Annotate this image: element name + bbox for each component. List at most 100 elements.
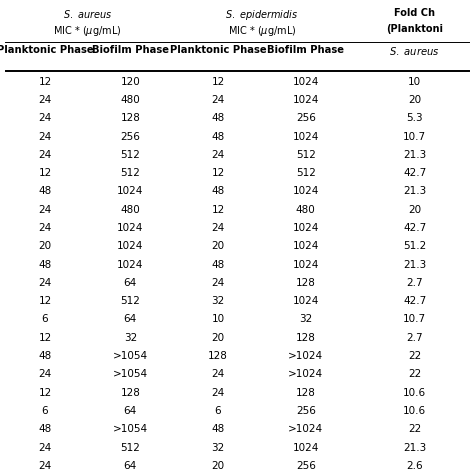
Text: 128: 128 bbox=[296, 388, 316, 398]
Text: 24: 24 bbox=[38, 223, 52, 233]
Text: 48: 48 bbox=[211, 186, 225, 196]
Text: 32: 32 bbox=[299, 314, 312, 325]
Text: 120: 120 bbox=[120, 77, 140, 87]
Text: Biofilm Phase: Biofilm Phase bbox=[92, 45, 169, 55]
Text: 20: 20 bbox=[408, 205, 421, 215]
Text: 21.3: 21.3 bbox=[403, 443, 427, 453]
Text: 12: 12 bbox=[211, 205, 225, 215]
Text: 1024: 1024 bbox=[117, 223, 144, 233]
Text: 1024: 1024 bbox=[117, 260, 144, 270]
Text: Planktonic Phase: Planktonic Phase bbox=[0, 45, 93, 55]
Text: 1024: 1024 bbox=[292, 186, 319, 196]
Text: 10.6: 10.6 bbox=[403, 388, 426, 398]
Text: 128: 128 bbox=[296, 333, 316, 343]
Text: 22: 22 bbox=[408, 351, 421, 361]
Text: 512: 512 bbox=[120, 168, 140, 178]
Text: 12: 12 bbox=[211, 168, 225, 178]
Text: 42.7: 42.7 bbox=[403, 168, 427, 178]
Text: >1024: >1024 bbox=[288, 424, 323, 434]
Text: 20: 20 bbox=[211, 333, 225, 343]
Text: 24: 24 bbox=[211, 150, 225, 160]
Text: 24: 24 bbox=[38, 205, 52, 215]
Text: 1024: 1024 bbox=[292, 443, 319, 453]
Text: 1024: 1024 bbox=[292, 241, 319, 251]
Text: (Planktoni: (Planktoni bbox=[386, 24, 443, 34]
Text: 51.2: 51.2 bbox=[403, 241, 427, 251]
Text: 48: 48 bbox=[38, 351, 52, 361]
Text: 48: 48 bbox=[211, 260, 225, 270]
Text: 42.7: 42.7 bbox=[403, 223, 427, 233]
Text: 24: 24 bbox=[211, 223, 225, 233]
Text: 1024: 1024 bbox=[292, 132, 319, 142]
Text: >1024: >1024 bbox=[288, 369, 323, 379]
Text: 6: 6 bbox=[42, 406, 48, 416]
Text: 22: 22 bbox=[408, 369, 421, 379]
Text: 480: 480 bbox=[120, 95, 140, 105]
Text: 256: 256 bbox=[296, 461, 316, 471]
Text: 24: 24 bbox=[211, 388, 225, 398]
Text: Biofilm Phase: Biofilm Phase bbox=[267, 45, 344, 55]
Text: 21.3: 21.3 bbox=[403, 150, 427, 160]
Text: 21.3: 21.3 bbox=[403, 260, 427, 270]
Text: 20: 20 bbox=[38, 241, 52, 251]
Text: 48: 48 bbox=[211, 424, 225, 434]
Text: 1024: 1024 bbox=[292, 95, 319, 105]
Text: 512: 512 bbox=[120, 150, 140, 160]
Text: 64: 64 bbox=[124, 314, 137, 325]
Text: MIC * ($\mu$g/mL): MIC * ($\mu$g/mL) bbox=[228, 24, 296, 38]
Text: 128: 128 bbox=[120, 388, 140, 398]
Text: 6: 6 bbox=[215, 406, 221, 416]
Text: 21.3: 21.3 bbox=[403, 186, 427, 196]
Text: 24: 24 bbox=[38, 461, 52, 471]
Text: 256: 256 bbox=[296, 113, 316, 123]
Text: 48: 48 bbox=[38, 424, 52, 434]
Text: 24: 24 bbox=[38, 278, 52, 288]
Text: 1024: 1024 bbox=[292, 77, 319, 87]
Text: 12: 12 bbox=[211, 77, 225, 87]
Text: 2.7: 2.7 bbox=[406, 333, 423, 343]
Text: >1054: >1054 bbox=[113, 424, 148, 434]
Text: 10: 10 bbox=[211, 314, 225, 325]
Text: 24: 24 bbox=[38, 95, 52, 105]
Text: 512: 512 bbox=[296, 150, 316, 160]
Text: 256: 256 bbox=[296, 406, 316, 416]
Text: Fold Ch: Fold Ch bbox=[394, 8, 435, 18]
Text: 20: 20 bbox=[211, 241, 225, 251]
Text: 24: 24 bbox=[211, 369, 225, 379]
Text: 1024: 1024 bbox=[117, 241, 144, 251]
Text: 32: 32 bbox=[124, 333, 137, 343]
Text: 10.7: 10.7 bbox=[403, 314, 426, 325]
Text: 24: 24 bbox=[38, 150, 52, 160]
Text: 1024: 1024 bbox=[292, 260, 319, 270]
Text: 2.6: 2.6 bbox=[406, 461, 423, 471]
Text: 42.7: 42.7 bbox=[403, 296, 427, 306]
Text: 24: 24 bbox=[211, 278, 225, 288]
Text: 64: 64 bbox=[124, 406, 137, 416]
Text: 128: 128 bbox=[296, 278, 316, 288]
Text: 20: 20 bbox=[408, 95, 421, 105]
Text: 64: 64 bbox=[124, 461, 137, 471]
Text: 512: 512 bbox=[120, 296, 140, 306]
Text: 12: 12 bbox=[38, 77, 52, 87]
Text: 24: 24 bbox=[38, 443, 52, 453]
Text: 32: 32 bbox=[211, 443, 225, 453]
Text: 12: 12 bbox=[38, 388, 52, 398]
Text: 10.6: 10.6 bbox=[403, 406, 426, 416]
Text: 24: 24 bbox=[38, 113, 52, 123]
Text: 64: 64 bbox=[124, 278, 137, 288]
Text: 1024: 1024 bbox=[292, 223, 319, 233]
Text: 22: 22 bbox=[408, 424, 421, 434]
Text: 128: 128 bbox=[120, 113, 140, 123]
Text: 1024: 1024 bbox=[117, 186, 144, 196]
Text: 480: 480 bbox=[296, 205, 316, 215]
Text: 10.7: 10.7 bbox=[403, 132, 426, 142]
Text: 20: 20 bbox=[211, 461, 225, 471]
Text: 48: 48 bbox=[38, 186, 52, 196]
Text: 12: 12 bbox=[38, 333, 52, 343]
Text: 10: 10 bbox=[408, 77, 421, 87]
Text: $\it{S.\ epidermidis}$: $\it{S.\ epidermidis}$ bbox=[225, 8, 299, 22]
Text: $\it{S.\ aureus}$: $\it{S.\ aureus}$ bbox=[63, 8, 112, 19]
Text: MIC * ($\mu$g/mL): MIC * ($\mu$g/mL) bbox=[54, 24, 122, 38]
Text: 32: 32 bbox=[211, 296, 225, 306]
Text: 256: 256 bbox=[120, 132, 140, 142]
